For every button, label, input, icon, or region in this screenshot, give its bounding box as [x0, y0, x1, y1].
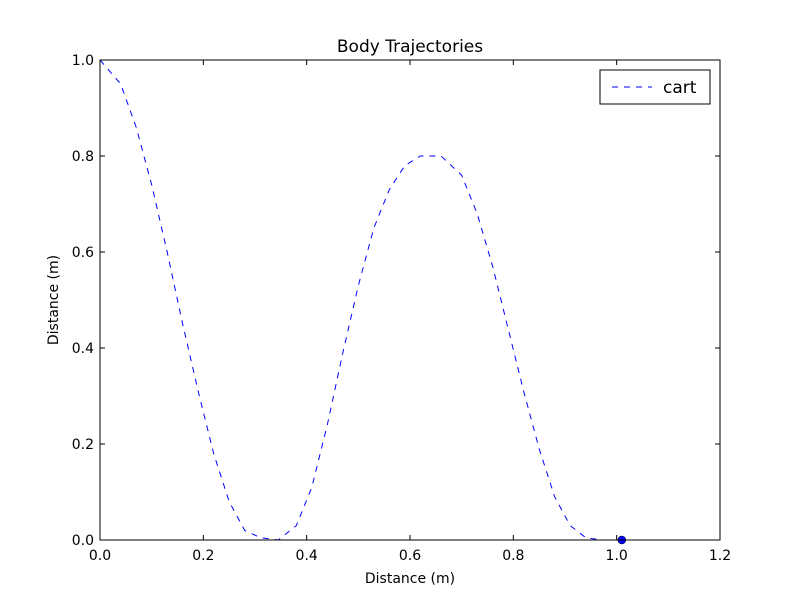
x-tick-label: 1.0 [606, 548, 628, 564]
plot-area: 0.0 0.2 0.4 0.6 0.8 1.0 1.2 0.0 0.2 0.4 0.6 0.8 1.0 c… [72, 53, 731, 564]
series-line-cart [99, 59, 622, 541]
x-tick-label: 0.8 [502, 548, 524, 564]
y-tick-label: 1.0 [72, 53, 94, 69]
y-tick-label: 0.6 [72, 245, 94, 261]
x-tick-label: 0.6 [399, 548, 421, 564]
x-axis-title: Distance (m) [365, 571, 455, 587]
y-tick-label: 0.4 [72, 341, 94, 357]
x-tick-label: 1.2 [709, 548, 731, 564]
chart-title: Body Trajectories [337, 37, 483, 57]
y-tick-label: 0.8 [72, 149, 94, 165]
y-tick-label: 0.0 [72, 533, 94, 549]
legend-box [599, 69, 711, 105]
legend-label: cart [663, 78, 697, 98]
x-tick-label: 0.4 [296, 548, 318, 564]
x-tick-label: 0.0 [89, 548, 111, 564]
y-axis-title: Distance (m) [46, 255, 62, 345]
y-tick-label: 0.2 [72, 437, 94, 453]
x-tick-label: 0.2 [192, 548, 214, 564]
legend: cart [599, 69, 711, 105]
